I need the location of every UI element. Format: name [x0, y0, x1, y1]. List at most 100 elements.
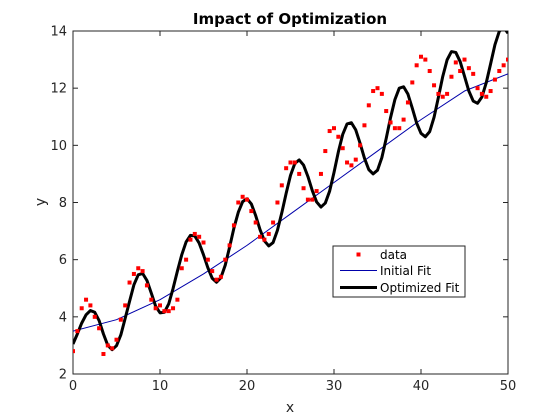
- data-point: [249, 209, 254, 214]
- legend-label-data: data: [380, 248, 407, 262]
- data-point: [75, 329, 80, 334]
- data-point: [310, 197, 315, 202]
- data-point: [440, 94, 445, 99]
- data-point: [466, 66, 471, 71]
- data-point: [327, 129, 332, 134]
- legend-label-initial-fit: Initial Fit: [380, 264, 431, 278]
- data-point: [349, 163, 354, 168]
- data-point: [392, 126, 397, 131]
- data-point: [388, 120, 393, 125]
- legend-label-optimized-fit: Optimized Fit: [380, 281, 460, 295]
- data-point: [410, 80, 415, 85]
- data-point: [258, 234, 263, 239]
- y-tick-label: 8: [59, 196, 67, 211]
- optimized-fit-line: [73, 31, 508, 352]
- data-point: [405, 100, 410, 105]
- data-point: [140, 269, 145, 274]
- data-point: [275, 200, 280, 205]
- data-point: [214, 277, 219, 282]
- data-point: [149, 297, 154, 302]
- series-layer: [73, 31, 508, 356]
- data-point: [105, 343, 110, 348]
- chart-title: Impact of Optimization: [193, 10, 387, 28]
- data-point: [323, 149, 328, 154]
- data-point: [384, 109, 389, 114]
- data-point: [236, 200, 241, 205]
- data-point: [136, 266, 141, 271]
- data-point: [253, 220, 258, 225]
- data-point: [497, 69, 502, 74]
- data-point: [305, 197, 310, 202]
- data-point: [492, 77, 497, 82]
- x-tick-label: 40: [413, 379, 430, 394]
- data-point: [479, 91, 484, 96]
- data-point: [436, 91, 441, 96]
- data-point: [297, 171, 302, 176]
- x-tick-label: 20: [239, 379, 256, 394]
- legend-marker-data: [356, 252, 361, 257]
- data-point: [240, 194, 245, 199]
- data-point: [397, 126, 402, 131]
- data-point: [101, 351, 106, 356]
- data-point: [127, 280, 132, 285]
- data-point: [79, 306, 84, 311]
- data-point: [362, 123, 367, 128]
- data-point: [471, 71, 476, 76]
- data-point: [445, 91, 450, 96]
- data-point: [314, 189, 319, 194]
- y-tick-label: 10: [50, 139, 67, 154]
- y-tick-label: 2: [59, 368, 67, 383]
- data-point: [432, 83, 437, 88]
- data-point: [223, 257, 228, 262]
- x-axis-label: x: [286, 400, 294, 416]
- data-point: [210, 269, 215, 274]
- data-point: [218, 274, 223, 279]
- data-point: [144, 283, 149, 288]
- data-point: [205, 257, 210, 262]
- data-point: [462, 57, 467, 62]
- data-point: [114, 337, 119, 342]
- data-point: [171, 306, 176, 311]
- data-point: [110, 346, 115, 351]
- data-point: [358, 143, 363, 148]
- data-point: [301, 186, 306, 191]
- data-point: [192, 231, 197, 236]
- data-point: [92, 314, 97, 319]
- data-point: [453, 60, 458, 65]
- data-point: [284, 166, 289, 171]
- legend: data Initial Fit Optimized Fit: [332, 245, 466, 298]
- data-point: [175, 297, 180, 302]
- data-point: [266, 231, 271, 236]
- data-point: [375, 86, 380, 91]
- data-point: [153, 306, 158, 311]
- data-point: [118, 317, 123, 322]
- data-point: [188, 237, 193, 242]
- x-tick-label: 10: [152, 379, 169, 394]
- data-point: [345, 160, 350, 165]
- y-tick-label: 14: [50, 25, 67, 40]
- data-point: [197, 234, 202, 239]
- y-axis-label: y: [33, 198, 49, 206]
- data-point: [158, 303, 162, 308]
- data-point: [231, 223, 236, 228]
- data-point: [340, 146, 345, 151]
- data-point: [227, 243, 232, 248]
- axis-ticks: 0 10 20 30 40 50 2 4 6 8 10 12 14: [50, 25, 516, 395]
- data-point: [379, 91, 384, 96]
- y-tick-label: 12: [50, 82, 67, 97]
- data-point: [449, 74, 454, 79]
- data-point: [262, 237, 267, 242]
- data-point: [162, 309, 167, 314]
- data-point: [401, 117, 406, 122]
- data-point: [371, 89, 376, 94]
- y-tick-label: 4: [59, 310, 67, 325]
- data-point: [201, 240, 206, 245]
- data-point: [318, 171, 323, 176]
- data-point: [332, 126, 336, 131]
- data-point: [271, 220, 276, 225]
- data-point: [245, 197, 249, 202]
- data-point: [353, 157, 358, 162]
- data-point: [484, 94, 489, 99]
- data-point: [84, 297, 89, 302]
